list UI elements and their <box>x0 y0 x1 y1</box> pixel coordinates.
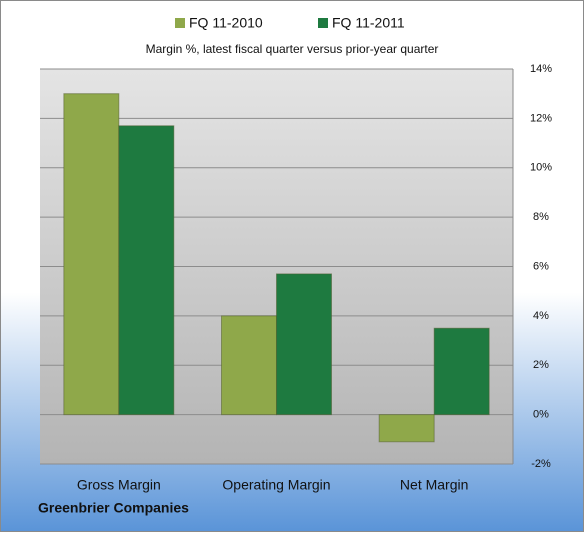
legend: FQ 11-2010 FQ 11-2011 <box>175 15 405 31</box>
bar <box>118 125 175 416</box>
legend-label: FQ 11-2010 <box>189 15 263 31</box>
legend-swatch <box>175 18 185 28</box>
y-tick-label: 10% <box>530 162 552 174</box>
y-tick-label: 2% <box>533 359 549 371</box>
subtitle: Margin %, latest fiscal quarter versus p… <box>146 42 439 56</box>
y-tick-label: 8% <box>533 211 549 223</box>
bar <box>63 93 120 416</box>
bar <box>378 414 435 443</box>
legend-label: FQ 11-2011 <box>332 15 405 31</box>
x-tick-label: Net Margin <box>400 477 468 493</box>
y-tick-label: 6% <box>533 260 549 272</box>
y-tick-label: 0% <box>533 409 549 421</box>
legend-swatch <box>318 18 328 28</box>
bar <box>433 327 490 416</box>
y-tick-label: 12% <box>530 112 552 124</box>
bar <box>276 273 332 416</box>
y-tick-label: 14% <box>530 63 552 75</box>
bar <box>221 315 277 416</box>
footer: Greenbrier Companies <box>38 500 189 516</box>
x-tick-label: Gross Margin <box>77 477 161 493</box>
x-tick-label: Operating Margin <box>222 477 330 493</box>
y-tick-label: 4% <box>533 310 549 322</box>
y-tick-label: -2% <box>531 458 551 470</box>
